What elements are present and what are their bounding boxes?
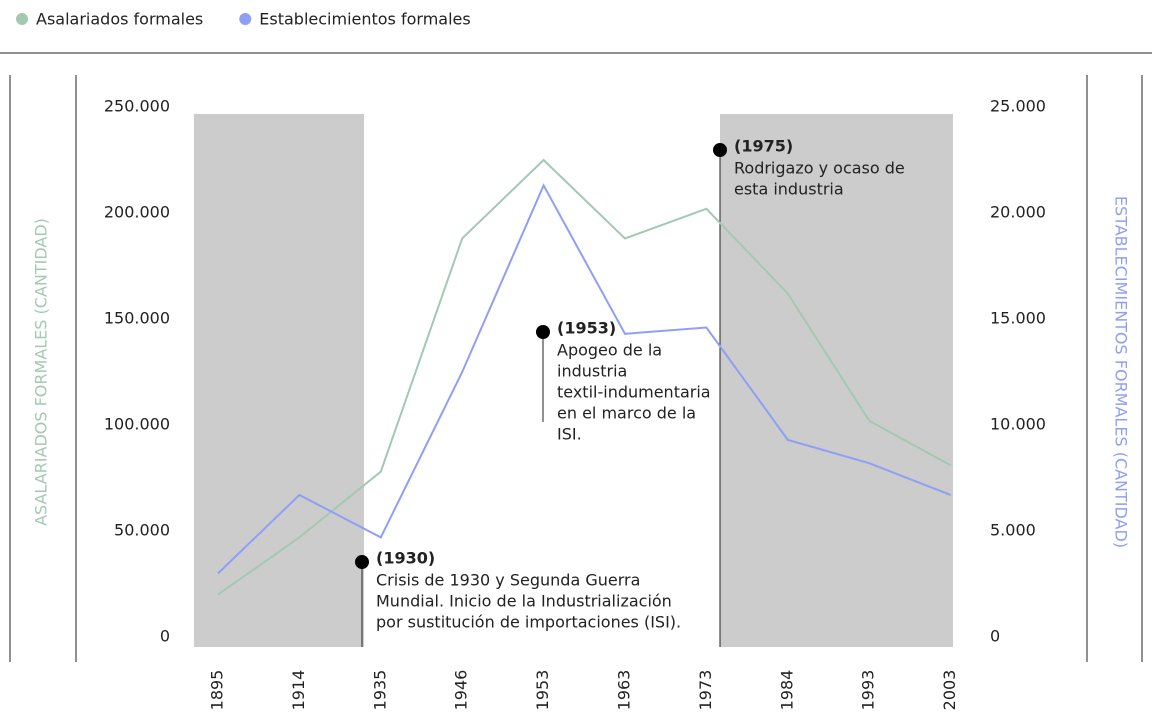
x-tick-label: 1984 bbox=[777, 670, 796, 711]
y2-tick-label: 15.000 bbox=[990, 309, 1046, 328]
annotation-dot bbox=[536, 325, 550, 339]
annotation-text: por sustitución de importaciones (ISI). bbox=[376, 613, 681, 632]
x-tick-label: 1935 bbox=[370, 670, 389, 711]
x-tick-label: 1973 bbox=[696, 670, 715, 711]
legend-marker bbox=[239, 13, 252, 25]
x-tick-label: 1946 bbox=[452, 670, 471, 711]
y-tick-label: 250.000 bbox=[104, 97, 170, 116]
y2-tick-label: 25.000 bbox=[990, 97, 1046, 116]
legend-label: Establecimientos formales bbox=[259, 10, 470, 29]
annotation-text: esta industria bbox=[734, 180, 844, 199]
annotation-title: (1975) bbox=[734, 137, 793, 156]
period-shade bbox=[720, 114, 953, 647]
x-tick-label: 1993 bbox=[859, 670, 878, 711]
y-tick-label: 100.000 bbox=[104, 415, 170, 434]
x-tick-label: 1914 bbox=[289, 670, 308, 711]
annotation-dot bbox=[355, 555, 369, 569]
annotation-dot bbox=[713, 143, 727, 157]
x-tick-label: 1953 bbox=[533, 670, 552, 711]
x-tick-label: 1895 bbox=[208, 670, 227, 711]
annotation-text: industria bbox=[557, 362, 627, 381]
annotation-text: Mundial. Inicio de la Industrialización bbox=[376, 592, 672, 611]
y2-tick-label: 0 bbox=[990, 627, 1000, 646]
x-tick-label: 2003 bbox=[940, 670, 959, 711]
annotation-text: en el marco de la bbox=[557, 404, 696, 423]
y2-tick-label: 10.000 bbox=[990, 415, 1046, 434]
series-line bbox=[217, 183, 951, 575]
y-tick-label: 0 bbox=[160, 627, 170, 646]
legend-label: Asalariados formales bbox=[36, 10, 203, 29]
legend-marker bbox=[16, 13, 28, 25]
annotation-text: Apogeo de la bbox=[557, 341, 662, 360]
y2-tick-label: 20.000 bbox=[990, 203, 1046, 222]
y2-axis-title: ESTABLECIMIENTOS FORMALES (CANTIDAD) bbox=[1112, 196, 1131, 548]
y-axis-title: ASALARIADOS FORMALES (CANTIDAD) bbox=[32, 218, 51, 526]
period-shade bbox=[194, 114, 364, 647]
y2-tick-label: 5.000 bbox=[990, 521, 1036, 540]
annotation-title: (1930) bbox=[376, 549, 435, 568]
y-tick-label: 200.000 bbox=[104, 203, 170, 222]
y-tick-label: 50.000 bbox=[114, 521, 170, 540]
series-line bbox=[217, 158, 952, 596]
annotation-text: ISI. bbox=[557, 425, 582, 444]
annotation-text: textil-indumentaria bbox=[557, 383, 711, 402]
annotation-text: Crisis de 1930 y Segunda Guerra bbox=[376, 571, 640, 590]
annotation-text: Rodrigazo y ocaso de bbox=[734, 159, 905, 178]
annotation-title: (1953) bbox=[557, 319, 616, 338]
x-tick-label: 1963 bbox=[615, 670, 634, 711]
y-tick-label: 150.000 bbox=[104, 309, 170, 328]
